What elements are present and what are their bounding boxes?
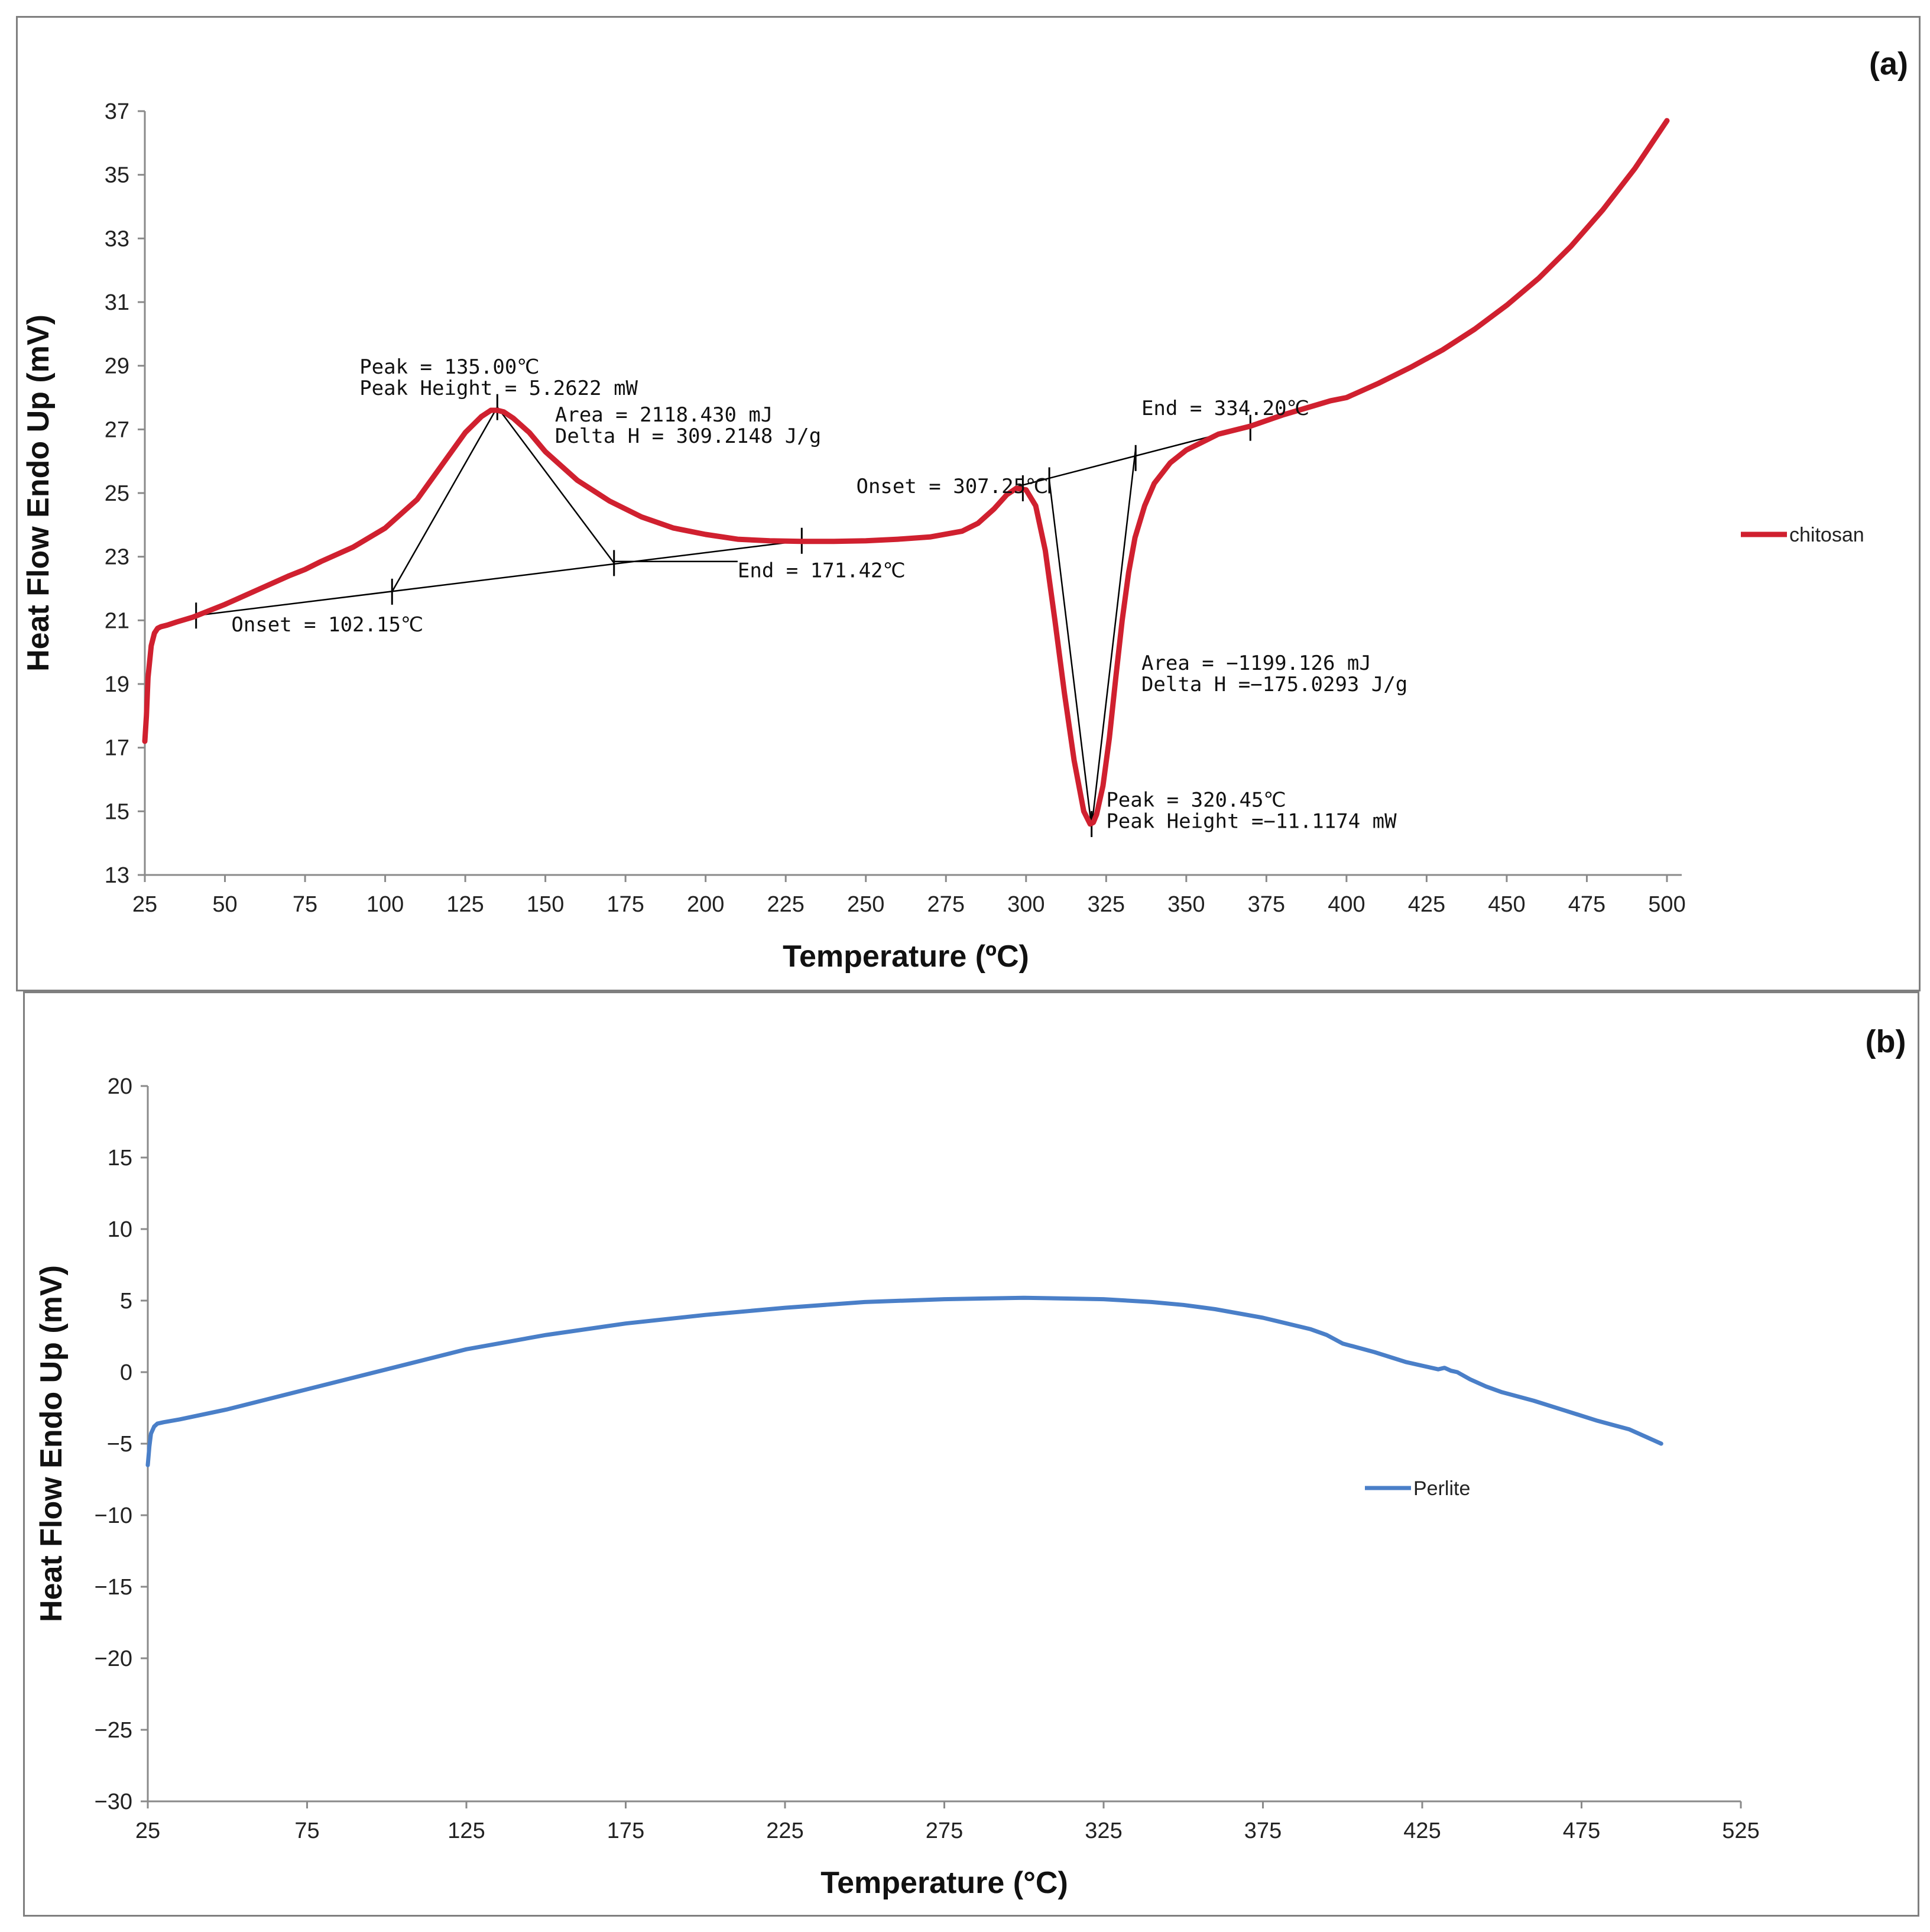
- x-axis-title: Temperature (°C): [820, 1866, 1068, 1900]
- annotation-text: Peak = 320.45℃: [1106, 788, 1286, 812]
- x-tick-label: 100: [366, 892, 404, 917]
- y-tick-label: 0: [120, 1360, 132, 1385]
- chart-a: 25 50 75 100 125 150 175 200 225 250 275 300 325 350 3…: [21, 46, 1908, 974]
- tangent-line: [391, 407, 498, 592]
- legend-label: Perlite: [1413, 1477, 1470, 1500]
- y-tick-label: 23: [105, 545, 129, 570]
- x-tick-label: 425: [1408, 892, 1445, 917]
- y-tick-label: −5: [107, 1432, 132, 1457]
- tangent-line: [1091, 448, 1137, 828]
- y-tick-label: −15: [95, 1575, 132, 1600]
- tangent-line: [1048, 480, 1092, 828]
- annotation-text: Onset = 307.25℃: [856, 475, 1048, 498]
- chart-b: 25 75 125 175 225 275 325 375 425 475 525 20 15 10 5 0 −…: [34, 1024, 1906, 1900]
- baseline-line: [196, 540, 802, 617]
- x-tick-label: 225: [767, 892, 805, 917]
- x-tick-label: 475: [1563, 1818, 1600, 1843]
- x-tick-label: 175: [607, 1818, 644, 1843]
- annotation-text: End = 334.20℃: [1141, 397, 1309, 420]
- x-tick-label: 50: [212, 892, 237, 917]
- annotation-text: Delta H = 309.2148 J/g: [555, 424, 821, 448]
- annotation-text: Delta H =−175.0293 J/g: [1141, 673, 1407, 696]
- y-tick-label: 37: [105, 99, 129, 124]
- x-tick-label: 200: [687, 892, 724, 917]
- x-tick-label: 125: [446, 892, 484, 917]
- y-tick-label: 20: [108, 1074, 132, 1099]
- x-tick-label: 275: [927, 892, 965, 917]
- x-tick-label: 250: [847, 892, 884, 917]
- series-line-chitosan: [142, 118, 1670, 827]
- legend-label: chitosan: [1789, 524, 1864, 546]
- tangent-line: [497, 406, 615, 564]
- y-tick-label: −30: [95, 1790, 132, 1814]
- y-tick-label: 15: [108, 1146, 132, 1171]
- x-tick-label: 375: [1244, 1818, 1282, 1843]
- x-tick-label: 75: [294, 1818, 319, 1843]
- x-tick-label: 425: [1403, 1818, 1441, 1843]
- y-tick-label: 33: [105, 226, 129, 251]
- panel-label: (b): [1866, 1024, 1906, 1059]
- x-tick-label: 325: [1085, 1818, 1122, 1843]
- y-tick-label: 35: [105, 163, 129, 188]
- y-tick-label: 13: [105, 863, 129, 888]
- y-axis-title: Heat Flow Endo Up (mV): [21, 315, 56, 672]
- annotation-text: Peak = 135.00℃: [359, 355, 539, 379]
- x-tick-label: 25: [132, 892, 157, 917]
- x-tick-label: 450: [1488, 892, 1525, 917]
- y-tick-label: −25: [95, 1718, 132, 1743]
- annotation-text: Area = −1199.126 mJ: [1141, 651, 1371, 675]
- x-tick-label: 500: [1648, 892, 1685, 917]
- x-tick-label: 175: [606, 892, 644, 917]
- x-tick-label: 525: [1722, 1818, 1759, 1843]
- y-tick-label: 17: [105, 736, 129, 761]
- x-axis-title: Temperature (ºC): [783, 939, 1029, 974]
- panel-label: (a): [1869, 46, 1908, 82]
- x-tick-label: 300: [1007, 892, 1045, 917]
- x-tick-label: 400: [1328, 892, 1365, 917]
- y-tick-label: 27: [105, 417, 129, 442]
- y-tick-label: −20: [95, 1646, 132, 1671]
- annotation-text: Onset = 102.15℃: [231, 613, 423, 637]
- y-tick-label: 19: [105, 672, 129, 697]
- x-tick-label: 75: [293, 892, 317, 917]
- y-tick-label: 21: [105, 608, 129, 633]
- y-tick-label: 31: [105, 290, 129, 315]
- annotation-text: Peak Height = 5.2622 mW: [359, 377, 638, 400]
- y-tick-label: 29: [105, 354, 129, 379]
- x-tick-label: 225: [766, 1818, 803, 1843]
- annotation-text: Area = 2118.430 mJ: [555, 403, 773, 427]
- series-line-perlite: [145, 1295, 1663, 1467]
- y-tick-label: −10: [95, 1503, 132, 1528]
- x-tick-label: 125: [447, 1818, 485, 1843]
- x-tick-label: 150: [527, 892, 564, 917]
- y-tick-label: 5: [120, 1289, 132, 1314]
- y-tick-label: 25: [105, 481, 129, 506]
- x-tick-label: 25: [135, 1818, 160, 1843]
- annotation-text: Peak Height =−11.1174 mW: [1106, 809, 1397, 833]
- chart-panel-a: 25 50 75 100 125 150 175 200 225 250 275 300 325 350 3…: [16, 16, 1921, 991]
- chart-panel-b: 25 75 125 175 225 275 325 375 425 475 525 20 15 10 5 0 −…: [23, 991, 1919, 1917]
- x-tick-label: 375: [1248, 892, 1285, 917]
- y-tick-label: 10: [108, 1217, 132, 1242]
- x-tick-label: 275: [926, 1818, 963, 1843]
- y-tick-label: 15: [105, 799, 129, 824]
- x-tick-label: 475: [1568, 892, 1605, 917]
- x-tick-label: 325: [1088, 892, 1125, 917]
- x-tick-label: 350: [1167, 892, 1205, 917]
- y-axis-title: Heat Flow Endo Up (mV): [34, 1265, 69, 1622]
- annotation-text: End = 171.42℃: [738, 559, 906, 583]
